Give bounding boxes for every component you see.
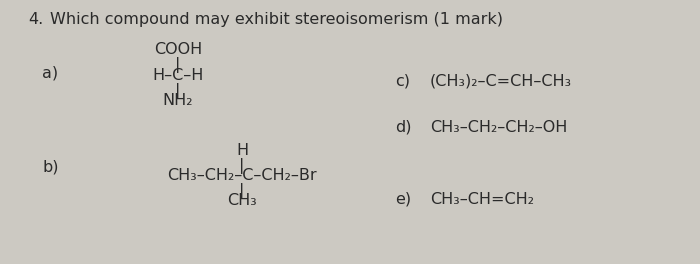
Text: Which compound may exhibit stereoisomerism (1 mark): Which compound may exhibit stereoisomeri… [50, 12, 503, 27]
Text: 4.: 4. [28, 12, 43, 27]
Text: d): d) [395, 120, 412, 135]
Text: CH₃–CH₂–CH₂–OH: CH₃–CH₂–CH₂–OH [430, 120, 568, 135]
Text: CH₃–CH₂–C–CH₂–Br: CH₃–CH₂–C–CH₂–Br [167, 168, 317, 183]
Text: a): a) [42, 65, 58, 80]
Text: |: | [239, 183, 245, 199]
Text: H–C–H: H–C–H [153, 68, 204, 83]
Text: |: | [239, 158, 245, 174]
Text: CH₃: CH₃ [227, 193, 257, 208]
Text: e): e) [395, 192, 411, 207]
Text: (CH₃)₂–C=CH–CH₃: (CH₃)₂–C=CH–CH₃ [430, 73, 572, 88]
Text: c): c) [395, 73, 410, 88]
Text: NH₂: NH₂ [162, 93, 193, 108]
Text: |: | [175, 57, 181, 73]
Text: H: H [236, 143, 248, 158]
Text: CH₃–CH=CH₂: CH₃–CH=CH₂ [430, 192, 534, 207]
Text: b): b) [42, 160, 59, 175]
Text: COOH: COOH [154, 42, 202, 57]
Text: |: | [175, 83, 181, 99]
